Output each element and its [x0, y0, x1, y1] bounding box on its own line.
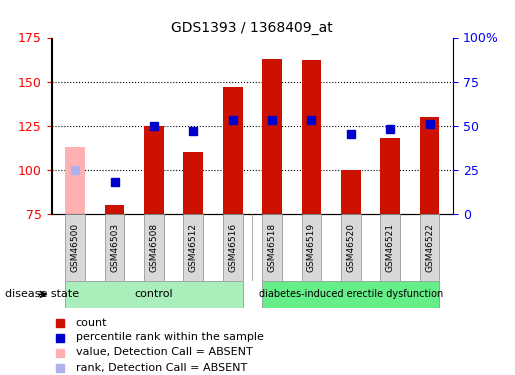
Text: GSM46518: GSM46518 [267, 223, 277, 272]
Bar [183, 152, 203, 214]
Bar [262, 214, 282, 281]
Text: GSM46519: GSM46519 [307, 223, 316, 272]
Bar [105, 214, 124, 281]
Title: GDS1393 / 1368409_at: GDS1393 / 1368409_at [171, 21, 333, 35]
Bar [183, 214, 203, 281]
Text: GSM46520: GSM46520 [346, 223, 355, 272]
Bar [341, 214, 360, 281]
Text: percentile rank within the sample: percentile rank within the sample [76, 333, 264, 342]
Bar [381, 214, 400, 281]
Bar [65, 281, 243, 308]
Bar [65, 214, 85, 281]
Text: GSM46516: GSM46516 [228, 223, 237, 272]
Bar [341, 170, 360, 214]
Bar [144, 126, 164, 214]
Text: GSM46508: GSM46508 [149, 223, 159, 272]
Bar [302, 60, 321, 214]
Text: value, Detection Call = ABSENT: value, Detection Call = ABSENT [76, 348, 252, 357]
Text: GSM46500: GSM46500 [71, 223, 80, 272]
Bar [262, 281, 439, 308]
Text: rank, Detection Call = ABSENT: rank, Detection Call = ABSENT [76, 363, 247, 372]
Bar [65, 147, 85, 214]
Bar [105, 205, 124, 214]
Text: disease state: disease state [5, 290, 79, 299]
Text: GSM46512: GSM46512 [189, 223, 198, 272]
Bar [302, 214, 321, 281]
Bar [223, 87, 243, 214]
Bar [420, 117, 439, 214]
Bar [420, 214, 439, 281]
Text: diabetes-induced erectile dysfunction: diabetes-induced erectile dysfunction [259, 290, 443, 299]
Text: control: control [134, 290, 173, 299]
Text: GSM46503: GSM46503 [110, 223, 119, 272]
Text: GSM46521: GSM46521 [386, 223, 394, 272]
Bar [223, 214, 243, 281]
Text: count: count [76, 318, 107, 327]
Bar [144, 214, 164, 281]
Bar [381, 138, 400, 214]
Bar [262, 58, 282, 214]
Text: GSM46522: GSM46522 [425, 223, 434, 272]
